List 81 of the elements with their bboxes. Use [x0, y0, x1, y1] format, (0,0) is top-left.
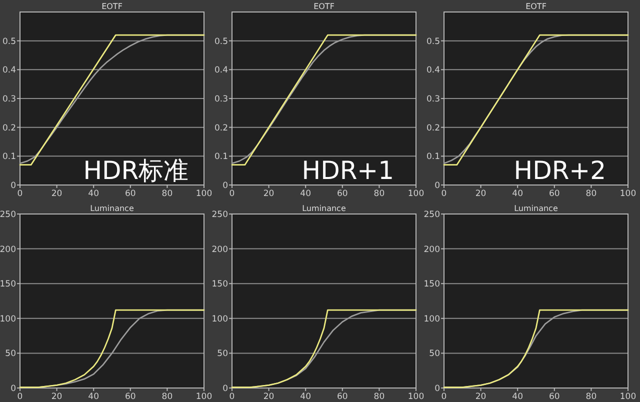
y-tick-label: 200	[0, 244, 16, 255]
chart-title: Luminance	[514, 204, 558, 213]
y-tick-label: 100	[424, 314, 440, 324]
x-tick-label: 40	[300, 189, 312, 199]
x-tick-label: 0	[229, 392, 235, 402]
y-tick-label: 0	[10, 180, 16, 191]
y-tick-label: 150	[0, 280, 16, 290]
y-tick-label: 150	[212, 280, 228, 290]
x-tick-label: 0	[441, 189, 447, 199]
x-tick-label: 100	[408, 392, 424, 402]
y-tick-label: 200	[424, 244, 440, 255]
y-tick-label: 50	[429, 349, 440, 360]
x-tick-label: 60	[548, 189, 560, 199]
x-tick-label: 80	[162, 392, 173, 402]
x-tick-label: 40	[512, 189, 524, 199]
annotation: HDR标准	[83, 156, 189, 185]
y-tick-label: 0.1	[214, 152, 228, 162]
x-tick-label: 80	[586, 392, 597, 402]
x-tick-label: 100	[408, 189, 424, 199]
x-tick-label: 80	[374, 392, 385, 402]
x-tick-label: 20	[51, 392, 62, 402]
y-tick-label: 0	[434, 384, 440, 394]
x-tick-label: 0	[17, 392, 23, 402]
chart-title: Luminance	[302, 204, 346, 213]
y-tick-label: 0	[222, 180, 228, 191]
x-tick-label: 60	[548, 392, 560, 402]
y-tick-label: 0.3	[214, 94, 228, 104]
x-tick-label: 100	[620, 392, 636, 402]
y-tick-label: 0.1	[426, 152, 440, 162]
y-tick-label: 0.4	[214, 66, 228, 76]
y-tick-label: 0	[222, 384, 228, 394]
y-tick-label: 0.5	[2, 36, 16, 47]
x-tick-label: 40	[88, 392, 100, 402]
y-tick-label: 200	[212, 244, 228, 255]
y-tick-label: 0.4	[2, 66, 16, 76]
x-tick-label: 80	[162, 189, 173, 199]
x-tick-label: 60	[124, 189, 136, 199]
y-tick-label: 0.2	[214, 123, 228, 134]
annotation: HDR+2	[514, 156, 606, 185]
y-tick-label: 0	[434, 180, 440, 191]
x-tick-label: 80	[586, 189, 597, 199]
y-tick-label: 0.2	[2, 123, 16, 134]
y-tick-label: 0.1	[2, 152, 16, 162]
x-tick-label: 0	[17, 189, 23, 199]
chart-title: EOTF	[314, 2, 335, 11]
chart-title: EOTF	[526, 2, 547, 11]
x-tick-label: 100	[620, 189, 636, 199]
x-tick-label: 60	[124, 392, 136, 402]
y-tick-label: 0.2	[426, 123, 440, 134]
x-tick-label: 40	[88, 189, 100, 199]
chart-title: Luminance	[90, 204, 134, 213]
y-tick-label: 0.3	[2, 94, 16, 104]
x-tick-label: 20	[263, 189, 274, 199]
y-tick-label: 250	[0, 210, 16, 220]
chart-title: EOTF	[102, 2, 123, 11]
y-tick-label: 150	[424, 280, 440, 290]
x-tick-label: 20	[263, 392, 274, 402]
x-tick-label: 0	[441, 392, 447, 402]
y-tick-label: 0.4	[426, 66, 440, 76]
y-tick-label: 250	[424, 210, 440, 220]
x-tick-label: 60	[336, 392, 348, 402]
x-tick-label: 60	[336, 189, 348, 199]
x-tick-label: 40	[512, 392, 524, 402]
x-tick-label: 20	[51, 189, 62, 199]
y-tick-label: 0.5	[426, 36, 440, 47]
x-tick-label: 100	[196, 392, 212, 402]
y-tick-label: 50	[217, 349, 228, 360]
x-tick-label: 100	[196, 189, 212, 199]
y-tick-label: 100	[212, 314, 228, 324]
y-tick-label: 0.5	[214, 36, 228, 47]
y-tick-label: 250	[212, 210, 228, 220]
x-tick-label: 40	[300, 392, 312, 402]
y-tick-label: 100	[0, 314, 16, 324]
y-tick-label: 0.3	[426, 94, 440, 104]
x-tick-label: 80	[374, 189, 385, 199]
y-tick-label: 0	[10, 384, 16, 394]
x-tick-label: 0	[229, 189, 235, 199]
y-tick-label: 50	[5, 349, 16, 360]
annotation: HDR+1	[302, 156, 394, 185]
x-tick-label: 20	[475, 392, 486, 402]
x-tick-label: 20	[475, 189, 486, 199]
